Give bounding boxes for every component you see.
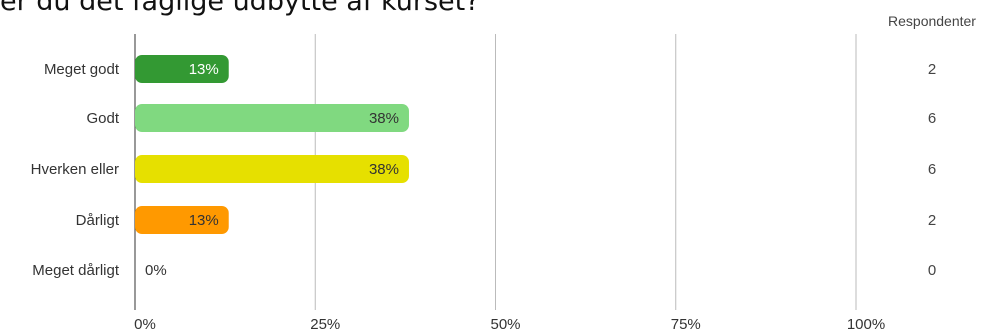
category-label: Godt <box>86 110 119 127</box>
bar <box>135 155 409 183</box>
x-tick-label: 100% <box>847 316 885 333</box>
category-label: Dårligt <box>76 212 120 229</box>
data-label: 0% <box>145 262 167 279</box>
category-label: Hverken eller <box>31 161 119 178</box>
respondents-header: Respondenter <box>888 13 976 29</box>
bars: 13% 38% 38% 13% 0% <box>135 55 409 279</box>
x-tick-label: 75% <box>671 316 701 333</box>
respondent-count: 6 <box>928 161 936 178</box>
respondent-count: 2 <box>928 212 936 229</box>
respondent-count: 0 <box>928 262 936 279</box>
bar <box>135 104 409 132</box>
x-axis-ticks: 0% 25% 50% 75% 100% <box>134 316 885 333</box>
x-tick-label: 50% <box>490 316 520 333</box>
respondents-column: Respondenter 2 6 6 2 0 <box>888 13 976 279</box>
data-label: 13% <box>189 212 219 229</box>
x-tick-label: 0% <box>134 316 156 333</box>
data-label: 38% <box>369 110 399 127</box>
bar <box>135 206 229 234</box>
respondent-count: 2 <box>928 61 936 78</box>
bar <box>135 55 229 83</box>
category-labels: Meget godt Godt Hverken eller Dårligt Meget … <box>31 61 120 279</box>
data-label: 13% <box>189 61 219 78</box>
x-tick-label: 25% <box>310 316 340 333</box>
respondent-count: 6 <box>928 110 936 127</box>
category-label: Meget dårligt <box>32 262 120 279</box>
category-label: Meget godt <box>44 61 120 78</box>
chart-title: er du det faglige udbytte af kurset? <box>0 0 480 17</box>
data-label: 38% <box>369 161 399 178</box>
